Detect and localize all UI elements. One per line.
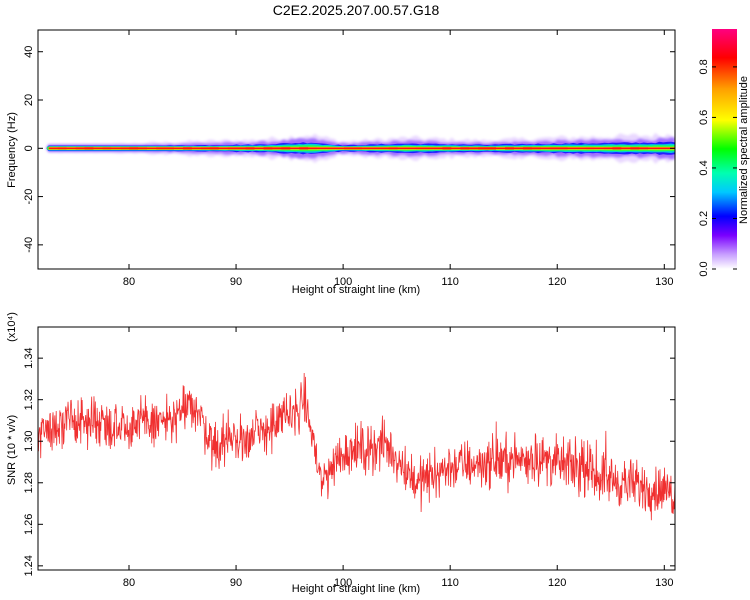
spectrogram-xtick-label-130: 130 xyxy=(655,276,673,288)
colorbar: 0.0 0.2 0.4 0.6 0.8 Normalized spectral ampl… xyxy=(698,29,750,277)
colorbar-tick-label-0.2: 0.2 xyxy=(698,211,710,226)
colorbar-ticks: 0.0 0.2 0.4 0.6 0.8 xyxy=(698,59,737,277)
snr-xlabel: Height of straight line (km) xyxy=(292,583,420,595)
spectrogram-xtick-label-110: 110 xyxy=(441,276,459,288)
colorbar-gradient xyxy=(712,29,737,269)
spectrogram-ytick-label-40: 40 xyxy=(23,46,35,58)
snr-ytick-label-1.26: 1.26 xyxy=(23,514,35,535)
snr-y-ticks: 1.24 1.26 1.28 1.30 1.32 1.34 xyxy=(23,347,675,577)
snr-xtick-label-120: 120 xyxy=(548,577,566,589)
snr-xtick-label-110: 110 xyxy=(441,577,459,589)
snr-series-line xyxy=(38,373,675,521)
snr-ytick-label-1.24: 1.24 xyxy=(23,555,35,576)
spectrogram-xtick-label-80: 80 xyxy=(123,276,135,288)
snr-panel: 80 90 100 110 120 130 1.24 1.26 1.28 1.30 1.32 1.3… xyxy=(6,312,676,595)
snr-xtick-label-90: 90 xyxy=(230,577,242,589)
spectrogram-xtick-label-100: 100 xyxy=(334,276,352,288)
spectrogram-band xyxy=(46,132,675,164)
snr-background xyxy=(38,327,675,570)
spectrogram-panel: 80 90 100 110 120 130 -40 -20 0 20 40 Height of s… xyxy=(6,29,676,296)
spectrogram-frame xyxy=(37,29,676,270)
snr-y-multiplier: (x10⁴) xyxy=(6,312,18,342)
spectrogram-ylabel: Frequency (Hz) xyxy=(6,112,18,188)
spectrogram-xlabel: Height of straight line (km) xyxy=(292,284,420,296)
spectrogram-y-ticks: -40 -20 0 20 40 xyxy=(23,46,675,253)
spectrogram-ytick-label-20: 20 xyxy=(23,94,35,106)
spectrogram-ytick-label--20: -20 xyxy=(23,189,35,205)
colorbar-tick-label-0: 0.0 xyxy=(698,261,710,276)
spectrogram-ytick-label--40: -40 xyxy=(23,237,35,253)
snr-xtick-label-130: 130 xyxy=(655,577,673,589)
snr-ylabel: SNR (10 * v/v) xyxy=(6,415,18,485)
snr-x-ticks: 80 90 100 110 120 130 xyxy=(123,327,673,589)
colorbar-tick-label-0.8: 0.8 xyxy=(698,59,710,74)
colorbar-label: Normalized spectral amplitude xyxy=(738,76,750,224)
snr-xtick-label-100: 100 xyxy=(334,577,352,589)
snr-ytick-label-1.28: 1.28 xyxy=(23,472,35,493)
snr-xtick-label-80: 80 xyxy=(123,577,135,589)
colorbar-tick-label-0.6: 0.6 xyxy=(698,110,710,125)
spectrogram-ytick-label-0: 0 xyxy=(23,145,35,151)
figure-title: C2E2.2025.207.00.57.G18 xyxy=(273,2,440,18)
snr-ytick-label-1.3: 1.30 xyxy=(23,431,35,452)
spectrogram-xtick-label-120: 120 xyxy=(548,276,566,288)
snr-ytick-label-1.34: 1.34 xyxy=(23,347,35,368)
spectrogram-xtick-label-90: 90 xyxy=(230,276,242,288)
spectrogram-x-ticks: 80 90 100 110 120 130 xyxy=(123,30,673,288)
snr-ytick-label-1.32: 1.32 xyxy=(23,389,35,410)
snr-frame xyxy=(37,326,676,571)
colorbar-tick-label-0.4: 0.4 xyxy=(698,160,710,175)
